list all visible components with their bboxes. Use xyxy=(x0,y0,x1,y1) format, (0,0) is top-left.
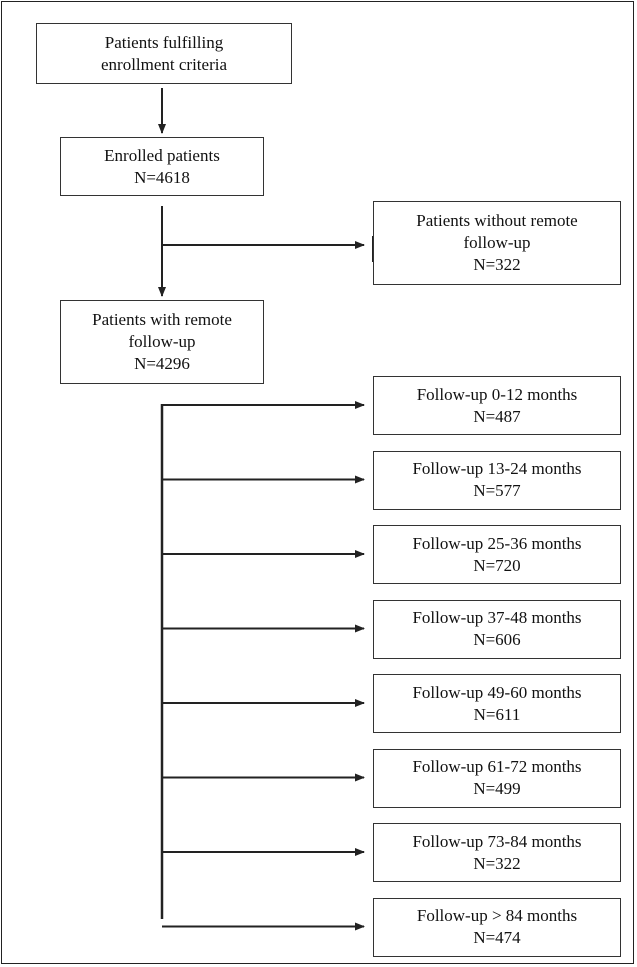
followup-label: Follow-up 49-60 months xyxy=(412,682,582,702)
followup-count: N=474 xyxy=(473,928,521,947)
eligible-line-2: enrollment criteria xyxy=(100,54,228,74)
followup-label: Follow-up > 84 months xyxy=(416,906,578,925)
followup-count: N=577 xyxy=(473,481,521,500)
remote-line-1: Patients with remote xyxy=(92,310,232,329)
followup-label: Follow-up 73-84 months xyxy=(412,831,582,851)
excluded-line-2: follow-up xyxy=(463,233,531,252)
followup-label: Follow-up 37-48 months xyxy=(412,608,582,627)
excluded-count: N=322 xyxy=(473,255,521,274)
followup-label: Follow-up 25-36 months xyxy=(412,533,582,553)
box-eligible: Patients fulfilling enrollment criteria xyxy=(36,23,292,84)
followup-box-0-12: Follow-up 0-12 months N=487 xyxy=(373,376,621,435)
followup-box-61-72: Follow-up 61-72 months N=499 xyxy=(373,748,621,808)
followup-box-25-36: Follow-up 25-36 months N=720 xyxy=(373,525,621,584)
followup-box-37-48: Follow-up 37-48 months N=606 xyxy=(373,599,621,659)
box-enrolled: Enrolled patients N=4618 xyxy=(60,137,264,196)
followup-branches xyxy=(162,401,365,931)
followup-box-over-84: Follow-up > 84 months N=474 xyxy=(373,897,621,957)
remote-count: N=4296 xyxy=(134,354,190,373)
eligible-line-1: Patients fulfilling xyxy=(104,32,224,52)
followup-count: N=611 xyxy=(473,704,521,724)
followup-label: Follow-up 0-12 months xyxy=(416,384,578,404)
excluded-line-1: Patients without remote xyxy=(416,211,578,230)
remote-line-2: follow-up xyxy=(128,332,196,351)
followup-label: Follow-up 61-72 months xyxy=(412,757,582,776)
followup-count: N=487 xyxy=(473,406,521,426)
followup-box-13-24: Follow-up 13-24 months N=577 xyxy=(373,450,621,510)
enrolled-count: N=4618 xyxy=(134,167,190,187)
followup-count: N=606 xyxy=(473,630,521,649)
box-remote: Patients with remote follow-up N=4296 xyxy=(60,300,264,384)
followup-label: Follow-up 13-24 months xyxy=(412,459,582,478)
enrolled-line-1: Enrolled patients xyxy=(104,145,220,165)
followup-box-73-84: Follow-up 73-84 months N=322 xyxy=(373,823,621,882)
followup-count: N=720 xyxy=(473,555,521,575)
box-excluded: Patients without remote follow-up N=322 xyxy=(373,201,621,285)
followup-count: N=322 xyxy=(473,853,521,873)
followup-count: N=499 xyxy=(473,779,521,798)
followup-box-49-60: Follow-up 49-60 months N=611 xyxy=(373,674,621,733)
